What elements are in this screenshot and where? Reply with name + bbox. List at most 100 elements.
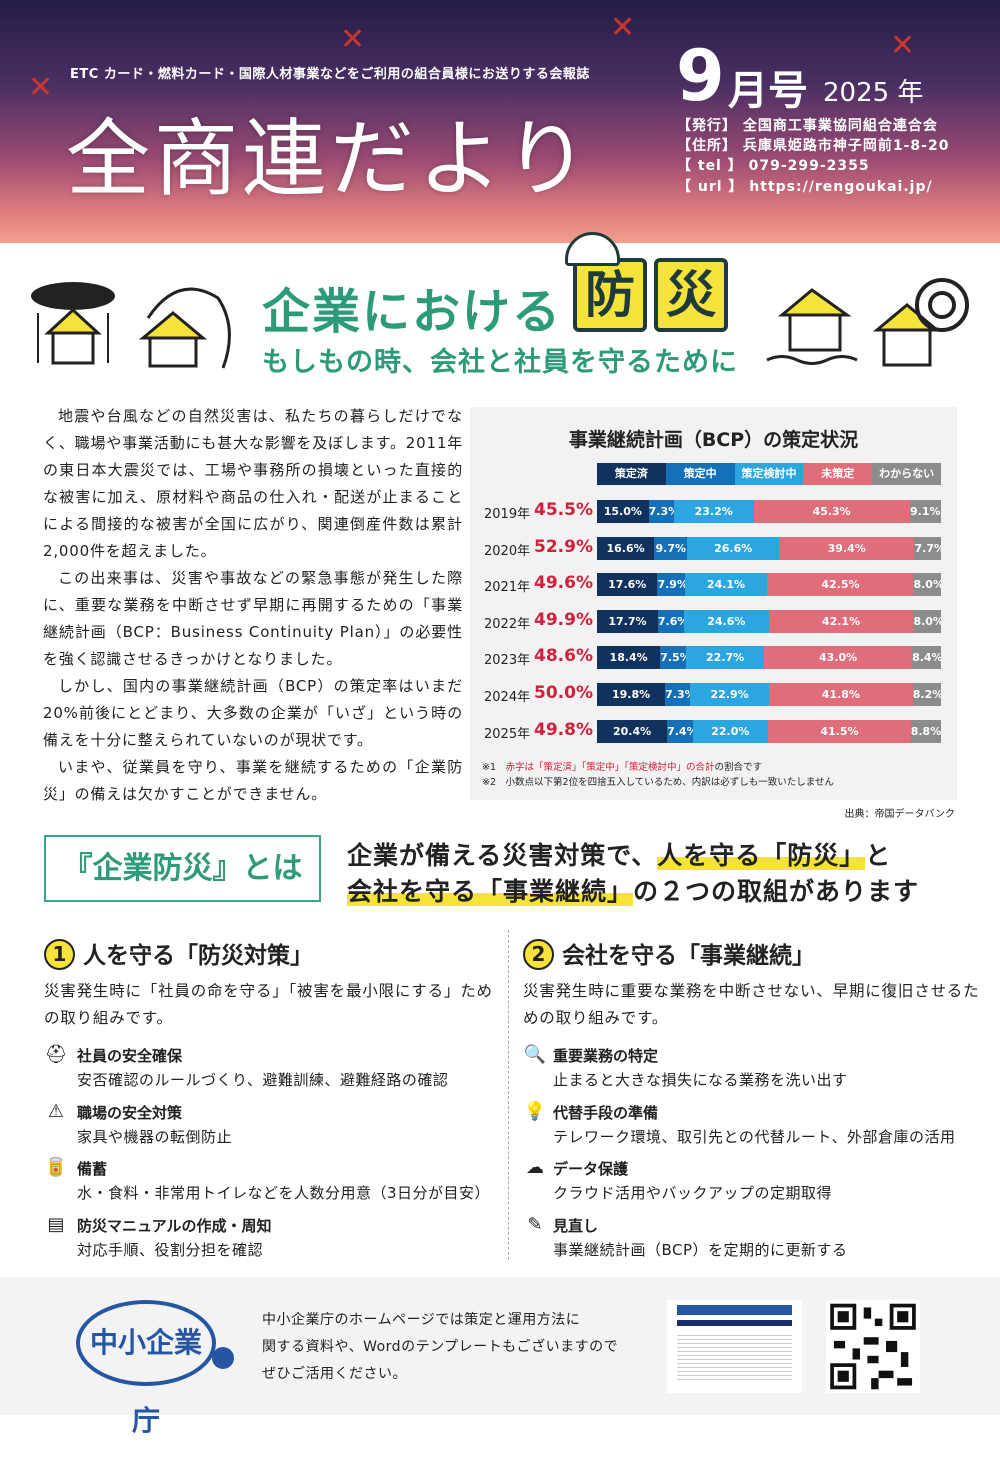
bar-segment: 9.7% — [654, 536, 688, 560]
measure-description: テレワーク環境、取引先との代替ルート、外部倉庫の活用 — [553, 1127, 956, 1146]
measure-title: 重要業務の特定 — [553, 1047, 659, 1065]
bar-segment: 8.0% — [913, 609, 941, 633]
total-rate-label: 48.6% — [534, 646, 593, 667]
bar-segment: 17.7% — [597, 609, 658, 633]
note-text: 小数点以下第2位を四捨五入しているため、内訳は必ずしも一致いたしません — [505, 777, 835, 788]
bar-segment: 42.5% — [767, 573, 914, 597]
bar-segment: 45.3% — [753, 500, 910, 523]
issue-month-number: 9 — [676, 35, 725, 117]
bar-segment: 7.4% — [667, 719, 693, 743]
bcp-chart: 事業継続計画（BCP）の策定状況 策定済 策定中 策定検討中 未策定 わからない 201… — [470, 407, 957, 800]
dragonfly-icon: ✕ — [28, 70, 54, 105]
bar-segment: 15.0% — [597, 500, 649, 523]
year-label: 2019年 — [484, 507, 531, 522]
summary-highlight: 会社を守る「事業継続」 — [347, 877, 634, 906]
column-heading: 2 会社を守る「事業継続」 — [523, 936, 815, 970]
what-is-box: 『企業防災』とは — [44, 835, 321, 902]
website-url[interactable]: 【 url 】 https://rengoukai.jp/ — [677, 179, 933, 195]
qr-code-icon[interactable] — [826, 1300, 920, 1393]
bar-segment: 24.6% — [684, 609, 769, 633]
note-text: の割合です — [714, 762, 763, 773]
measure-description: クラウド活用やバックアップの定期取得 — [553, 1184, 833, 1202]
year-label: 2025年 — [484, 726, 531, 742]
legend-item: わからない — [872, 463, 941, 485]
note-mark: ※1 — [482, 762, 497, 773]
sme-agency-logo: 中小企業庁 — [76, 1300, 216, 1437]
bar-row: 18.4%7.5%22.7%43.0%8.4% — [597, 646, 941, 670]
measure-description: 事業継続計画（BCP）を定期的に更新する — [553, 1240, 848, 1259]
bar-segment: 26.6% — [687, 536, 779, 560]
total-rate-label: 49.8% — [534, 719, 593, 740]
feature-kanji-box: 災 — [654, 258, 728, 332]
bar-row: 19.8%7.3%22.9%41.8%8.2% — [597, 683, 941, 706]
total-rate-label: 45.5% — [534, 500, 593, 520]
number-badge: 2 — [523, 939, 554, 970]
bar-segment: 23.2% — [673, 500, 754, 523]
bar-segment: 22.7% — [686, 646, 765, 670]
bar-segment: 8.8% — [910, 719, 941, 743]
summary-text: と — [865, 841, 892, 870]
bar-segment: 7.5% — [660, 646, 687, 670]
footer-text: ぜひご活用ください。 — [262, 1366, 407, 1382]
bar-segment: 17.6% — [597, 573, 658, 597]
year-label: 2023年 — [484, 653, 531, 669]
measure-description: 家具や機器の転倒防止 — [77, 1127, 233, 1146]
dragonfly-icon: ✕ — [890, 28, 916, 63]
bar-segment: 8.2% — [912, 683, 941, 706]
feature-kanji-box: 防 — [573, 258, 647, 332]
column-title: 会社を守る「事業継続」 — [562, 943, 815, 969]
manual-icon: ▤ — [47, 1213, 65, 1235]
bar-row: 20.4%7.4%22.0%41.5%8.8% — [597, 719, 941, 743]
bar-row: 15.0%7.3%23.2%45.3%9.1% — [597, 500, 941, 523]
newsletter-title: 全商連だより — [66, 110, 593, 208]
chart-legend: 策定済 策定中 策定検討中 未策定 わからない — [597, 463, 941, 485]
note-red-text: 赤字は「策定済」「策定中」「策定検討中」の合計 — [505, 762, 715, 773]
chart-note: ※2 小数点以下第2位を四捨五入しているため、内訳は必ずしも一致いたしません — [482, 774, 834, 788]
dragonfly-icon: ✕ — [610, 10, 636, 45]
webpage-thumbnail[interactable] — [667, 1300, 802, 1393]
chart-note: ※1 赤字は「策定済」「策定中」「策定検討中」の合計の割合です — [482, 759, 762, 773]
paragraph: いまや、従業員を守り、事業を継続するための「企業防災」の備えは欠かすことができま… — [43, 758, 463, 803]
feature-subtitle: もしもの時、会社と社員を守るために — [262, 347, 738, 378]
column-heading: 1 人を守る「防災対策」 — [44, 936, 313, 970]
measure-title: 職場の安全対策 — [77, 1103, 183, 1122]
dragonfly-icon: ✕ — [340, 22, 366, 57]
chart-title: 事業継続計画（BCP）の策定状況 — [568, 429, 859, 451]
bar-segment: 39.4% — [778, 536, 915, 560]
column-description: 災害発生時に「社員の命を守る」「被害を最小限にする」ための取り組みです。 — [44, 982, 493, 1027]
paragraph: しかし、国内の事業継続計画（BCP）の策定率はいまだ20%前後にとどまり、大多数… — [43, 677, 463, 749]
bar-segment: 41.8% — [768, 683, 913, 706]
bar-segment: 18.4% — [597, 646, 661, 670]
footer-text: 関する資料や、Wordのテンプレートもございますので — [262, 1339, 619, 1355]
bar-segment: 42.1% — [768, 609, 914, 633]
bar-row: 17.6%7.9%24.1%42.5%8.0% — [597, 573, 941, 597]
measure-title: 社員の安全確保 — [77, 1047, 183, 1065]
column-title: 人を守る「防災対策」 — [83, 943, 313, 969]
bar-segment: 7.3% — [665, 683, 691, 706]
address: 【住所】 兵庫県姫路市神子岡前1-8-20 — [677, 138, 950, 154]
total-rate-label: 49.6% — [534, 573, 593, 594]
paragraph: この出来事は、災害や事故などの緊急事態が発生した際に、重要な業務を中断させず早期… — [43, 569, 463, 668]
measure-description: 対応手順、役割分担を確認 — [77, 1240, 264, 1259]
measure-description: 止まると大きな損失になる業務を洗い出す — [553, 1071, 848, 1089]
number-badge: 1 — [44, 939, 75, 970]
issue-month-label: 月号 — [728, 68, 808, 114]
magnifier-icon: 🔍 — [523, 1044, 547, 1065]
bar-segment: 43.0% — [764, 646, 913, 670]
measure-title: 代替手段の準備 — [553, 1103, 659, 1122]
measure-title: 備蓄 — [77, 1160, 108, 1178]
warning-icon: ⚠ — [47, 1100, 65, 1122]
bar-segment: 22.0% — [692, 719, 769, 743]
note-mark: ※2 — [482, 777, 497, 788]
tagline: ETC カード・燃料カード・国際人材事業などをご利用の組合員様にお送りする会報誌 — [70, 67, 590, 82]
bar-segment: 7.6% — [657, 609, 685, 633]
bar-segment: 8.4% — [912, 646, 941, 670]
bar-segment: 22.9% — [690, 683, 769, 706]
legend-item: 策定検討中 — [734, 463, 804, 485]
chart-source: 出典：帝国データバンク — [844, 809, 956, 820]
measure-description: 水・食料・非常用トイレなどを人数分用意（3日分が目安） — [77, 1184, 491, 1202]
legend-item: 未策定 — [803, 463, 873, 485]
year-label: 2021年 — [484, 580, 531, 596]
phone[interactable]: 【 tel 】 079-299-2355 — [677, 158, 870, 174]
bar-segment: 24.1% — [684, 573, 768, 597]
